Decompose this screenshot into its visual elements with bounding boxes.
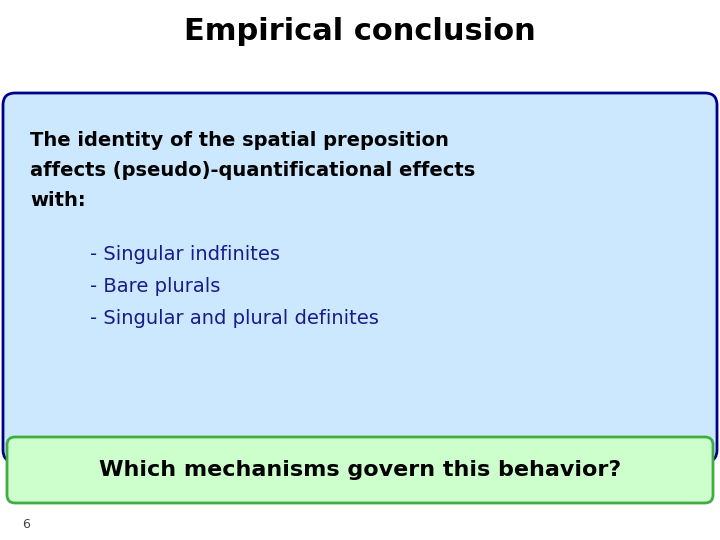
- Text: The identity of the spatial preposition: The identity of the spatial preposition: [30, 131, 449, 150]
- Text: - Singular and plural definites: - Singular and plural definites: [90, 309, 379, 328]
- Text: - Singular indfinites: - Singular indfinites: [90, 246, 280, 265]
- FancyBboxPatch shape: [7, 437, 713, 503]
- Text: 6: 6: [22, 518, 30, 531]
- Text: - Bare plurals: - Bare plurals: [90, 278, 220, 296]
- Text: Which mechanisms govern this behavior?: Which mechanisms govern this behavior?: [99, 460, 621, 480]
- Text: with:: with:: [30, 191, 86, 210]
- FancyBboxPatch shape: [3, 93, 717, 462]
- Text: Empirical conclusion: Empirical conclusion: [184, 17, 536, 46]
- Text: affects (pseudo)-quantificational effects: affects (pseudo)-quantificational effect…: [30, 160, 475, 179]
